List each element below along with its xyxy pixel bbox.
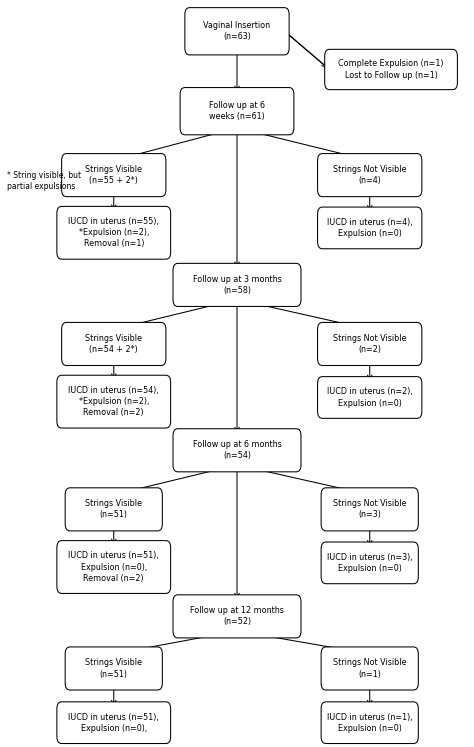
FancyBboxPatch shape (57, 206, 171, 259)
FancyBboxPatch shape (65, 488, 162, 531)
Text: Strings Not Visible
(n=4): Strings Not Visible (n=4) (333, 165, 407, 185)
FancyBboxPatch shape (318, 376, 422, 418)
FancyBboxPatch shape (321, 647, 418, 690)
Text: Follow up at 12 months
(n=52): Follow up at 12 months (n=52) (190, 607, 284, 627)
FancyBboxPatch shape (321, 542, 418, 583)
Text: Strings Visible
(n=55 + 2*): Strings Visible (n=55 + 2*) (85, 165, 142, 185)
Text: Strings Not Visible
(n=2): Strings Not Visible (n=2) (333, 334, 407, 354)
Text: Vaginal Insertion
(n=63): Vaginal Insertion (n=63) (203, 21, 271, 41)
FancyBboxPatch shape (173, 595, 301, 638)
FancyBboxPatch shape (185, 7, 289, 55)
FancyBboxPatch shape (57, 541, 171, 593)
Text: IUCD in uterus (n=55),
*Expulsion (n=2),
Removal (n=1): IUCD in uterus (n=55), *Expulsion (n=2),… (68, 217, 159, 249)
Text: IUCD in uterus (n=54),
*Expulsion (n=2),
Removal (n=2): IUCD in uterus (n=54), *Expulsion (n=2),… (68, 386, 159, 418)
Text: * String visible, but
partial expulsions: * String visible, but partial expulsions (7, 170, 81, 190)
FancyBboxPatch shape (57, 702, 171, 743)
Text: Strings Visible
(n=51): Strings Visible (n=51) (85, 499, 142, 519)
FancyBboxPatch shape (325, 49, 457, 90)
Text: Follow up at 6 months
(n=54): Follow up at 6 months (n=54) (192, 440, 282, 460)
FancyBboxPatch shape (62, 154, 166, 196)
FancyBboxPatch shape (318, 154, 422, 196)
Text: IUCD in uterus (n=4),
Expulsion (n=0): IUCD in uterus (n=4), Expulsion (n=0) (327, 218, 412, 238)
Text: Follow up at 6
weeks (n=61): Follow up at 6 weeks (n=61) (209, 101, 265, 121)
FancyBboxPatch shape (57, 375, 171, 428)
FancyBboxPatch shape (62, 323, 166, 365)
Text: IUCD in uterus (n=1),
Expulsion (n=0): IUCD in uterus (n=1), Expulsion (n=0) (327, 713, 412, 733)
Text: IUCD in uterus (n=51),
Expulsion (n=0),: IUCD in uterus (n=51), Expulsion (n=0), (68, 713, 159, 733)
FancyBboxPatch shape (180, 87, 294, 134)
FancyBboxPatch shape (173, 429, 301, 472)
Text: Strings Not Visible
(n=3): Strings Not Visible (n=3) (333, 499, 407, 519)
FancyBboxPatch shape (321, 702, 418, 743)
Text: IUCD in uterus (n=3),
Expulsion (n=0): IUCD in uterus (n=3), Expulsion (n=0) (327, 553, 412, 573)
FancyBboxPatch shape (318, 207, 422, 249)
Text: Strings Visible
(n=54 + 2*): Strings Visible (n=54 + 2*) (85, 334, 142, 354)
FancyBboxPatch shape (318, 323, 422, 365)
FancyBboxPatch shape (65, 647, 162, 690)
FancyBboxPatch shape (321, 488, 418, 531)
Text: Strings Not Visible
(n=1): Strings Not Visible (n=1) (333, 658, 407, 678)
Text: IUCD in uterus (n=51),
Expulsion (n=0),
Removal (n=2): IUCD in uterus (n=51), Expulsion (n=0), … (68, 551, 159, 583)
Text: Follow up at 3 months
(n=58): Follow up at 3 months (n=58) (192, 275, 282, 295)
Text: IUCD in uterus (n=2),
Expulsion (n=0): IUCD in uterus (n=2), Expulsion (n=0) (327, 388, 412, 408)
FancyBboxPatch shape (173, 264, 301, 306)
Text: Complete Expulsion (n=1)
Lost to Follow up (n=1): Complete Expulsion (n=1) Lost to Follow … (338, 60, 444, 79)
Text: Strings Visible
(n=51): Strings Visible (n=51) (85, 658, 142, 678)
